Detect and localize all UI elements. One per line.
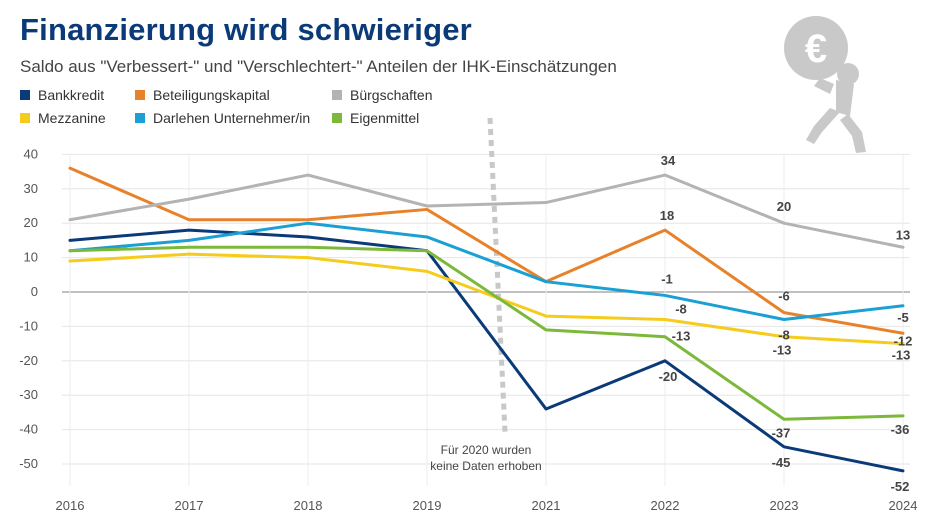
y-tick-label: -30 [19, 387, 38, 402]
x-tick-label: 2016 [56, 498, 85, 513]
x-axis: 2016 2017 2018 2019 2021 2022 2023 2024 [56, 498, 918, 513]
gap-2020-marker [487, 117, 508, 433]
series-line-4 [68, 221, 905, 322]
legend-swatch [332, 90, 342, 100]
y-tick-label: -40 [19, 422, 38, 437]
legend-swatch [20, 113, 30, 123]
legend-label: Beteiligungskapital [153, 87, 270, 103]
data-label: -8 [675, 302, 687, 317]
data-label: 20 [777, 199, 791, 214]
data-label: -37 [772, 425, 791, 440]
legend-eigenmittel: Eigenmittel [332, 110, 419, 126]
y-tick-label: 20 [24, 215, 38, 230]
gap-note-line1: Für 2020 wurden [441, 443, 532, 457]
series-line-0 [68, 228, 905, 473]
legend-buergschaften: Bürgschaften [332, 87, 433, 103]
legend-swatch [135, 90, 145, 100]
series-line-3 [68, 252, 905, 346]
data-label: -45 [772, 455, 791, 470]
legend-label: Bürgschaften [350, 87, 433, 103]
data-label: 18 [660, 208, 674, 223]
x-tick-label: 2019 [413, 498, 442, 513]
x-tick-label: 2017 [175, 498, 204, 513]
y-tick-label: 30 [24, 181, 38, 196]
data-label: -13 [672, 329, 691, 344]
legend-darlehen: Darlehen Unternehmer/in [135, 110, 310, 126]
legend-swatch [135, 113, 145, 123]
data-label: -36 [891, 422, 910, 437]
legend-label: Eigenmittel [350, 110, 420, 126]
chart-title: Finanzierung wird schwieriger [20, 12, 472, 47]
gap-note-line2: keine Daten erhoben [430, 459, 541, 473]
legend-label: Bankkredit [38, 87, 105, 103]
data-label: -6 [778, 289, 790, 304]
data-label: -13 [892, 348, 911, 363]
legend-beteiligungskapital: Beteiligungskapital [135, 87, 270, 103]
y-tick-label: -10 [19, 318, 38, 333]
series-line-1 [68, 166, 905, 335]
data-label: -5 [897, 310, 909, 325]
x-tick-label: 2024 [889, 498, 918, 513]
legend-label: Darlehen Unternehmer/in [153, 110, 311, 126]
data-label: -13 [773, 343, 792, 358]
series-lines [68, 166, 905, 473]
x-tick-label: 2022 [651, 498, 680, 513]
data-label: -12 [894, 333, 913, 348]
y-tick-label: 40 [24, 146, 38, 161]
data-label: 34 [661, 153, 676, 168]
legend-swatch [20, 90, 30, 100]
person-carrying-euro-coin-icon: € [784, 16, 866, 153]
series-line-2 [68, 173, 905, 249]
x-tick-label: 2021 [532, 498, 561, 513]
data-label: 13 [896, 227, 910, 242]
y-tick-label: 0 [31, 284, 38, 299]
x-tick-label: 2023 [770, 498, 799, 513]
data-label: -1 [661, 271, 673, 286]
data-label: -20 [659, 369, 678, 384]
svg-text:€: € [805, 27, 827, 71]
data-label: -8 [778, 328, 790, 343]
legend-mezzanine: Mezzanine [20, 110, 106, 126]
y-tick-label: -20 [19, 353, 38, 368]
chart-subtitle: Saldo aus "Verbessert-" und "Verschlecht… [20, 57, 617, 76]
y-tick-label: 10 [24, 250, 38, 265]
series-line-5 [68, 245, 905, 421]
x-tick-label: 2018 [294, 498, 323, 513]
legend-swatch [332, 113, 342, 123]
legend-label: Mezzanine [38, 110, 106, 126]
data-label: -52 [891, 479, 910, 494]
y-axis: 40 30 20 10 0 -10 -20 -30 -40 -50 [19, 146, 38, 471]
y-tick-label: -50 [19, 456, 38, 471]
legend-bankkredit: Bankkredit [20, 87, 104, 103]
